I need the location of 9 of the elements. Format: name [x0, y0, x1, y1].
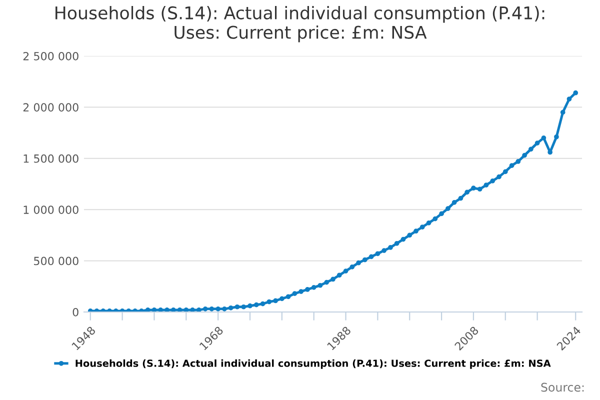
legend-label: Households (S.14): Actual individual consumption (P.41): Uses: Current price: £m: NSA: [76, 359, 551, 369]
y-tick-label: 2 500 000: [23, 52, 78, 60]
y-tick-label: 1 500 000: [24, 154, 78, 163]
chart-title: Households (S.14): Actual individual consumption (P.41): Uses: Current price: £m: NSA: [56, 6, 544, 42]
y-tick-label: 2 000 000: [23, 103, 78, 112]
y-tick-label: 500 000: [34, 256, 78, 266]
y-tick-label: 1 000 000: [24, 206, 78, 214]
y-tick-label: 0: [72, 308, 78, 316]
source-note: Source:: [541, 382, 584, 392]
